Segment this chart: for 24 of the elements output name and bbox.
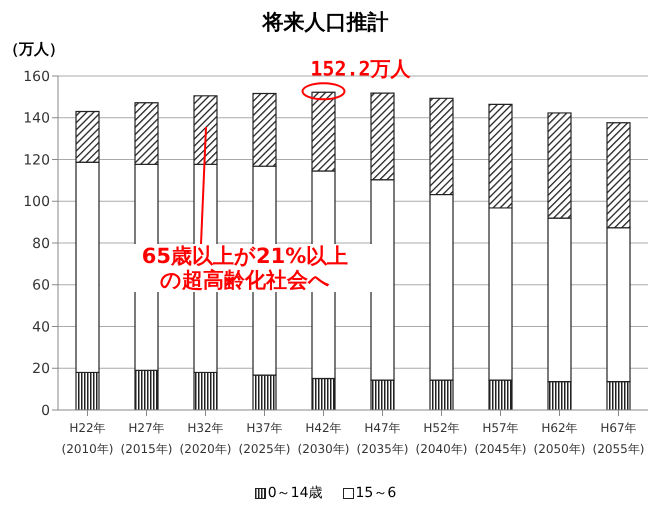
x-tick-label: H57年 (2045年) bbox=[474, 421, 526, 456]
legend-label: 15～6 bbox=[356, 484, 396, 502]
y-tick-label: 40 bbox=[32, 319, 50, 336]
y-tick-label: 0 bbox=[41, 402, 50, 419]
x-tick-label: H67年 (2055年) bbox=[592, 421, 644, 456]
x-tick-label: H32年 (2020年) bbox=[180, 421, 232, 456]
chart-title: 将来人口推計 bbox=[260, 9, 390, 36]
y-tick-label: 20 bbox=[32, 361, 50, 378]
x-tick-label: H42年 (2030年) bbox=[298, 421, 350, 456]
x-tick-label: H62年 (2050年) bbox=[534, 421, 586, 456]
x-tick-label: H27年 (2015年) bbox=[120, 421, 172, 456]
y-tick-label: 160 bbox=[23, 68, 50, 85]
legend-label: 0～14歳 bbox=[268, 484, 322, 502]
y-tick-label: 100 bbox=[23, 194, 50, 210]
y-axis-title: （万人） bbox=[4, 40, 64, 59]
y-tick-label: 80 bbox=[32, 236, 50, 252]
x-tick-label: H22年 (2010年) bbox=[62, 421, 114, 456]
x-tick-label: H37年 (2025年) bbox=[238, 421, 290, 456]
y-tick-label: 140 bbox=[23, 110, 50, 127]
y-tick-label: 120 bbox=[23, 152, 50, 168]
x-tick-label: H52年 (2040年) bbox=[416, 421, 468, 456]
y-tick-label: 60 bbox=[32, 278, 50, 294]
annotation: 152.2万人 bbox=[310, 56, 412, 80]
x-tick-label: H47年 (2035年) bbox=[356, 421, 408, 456]
